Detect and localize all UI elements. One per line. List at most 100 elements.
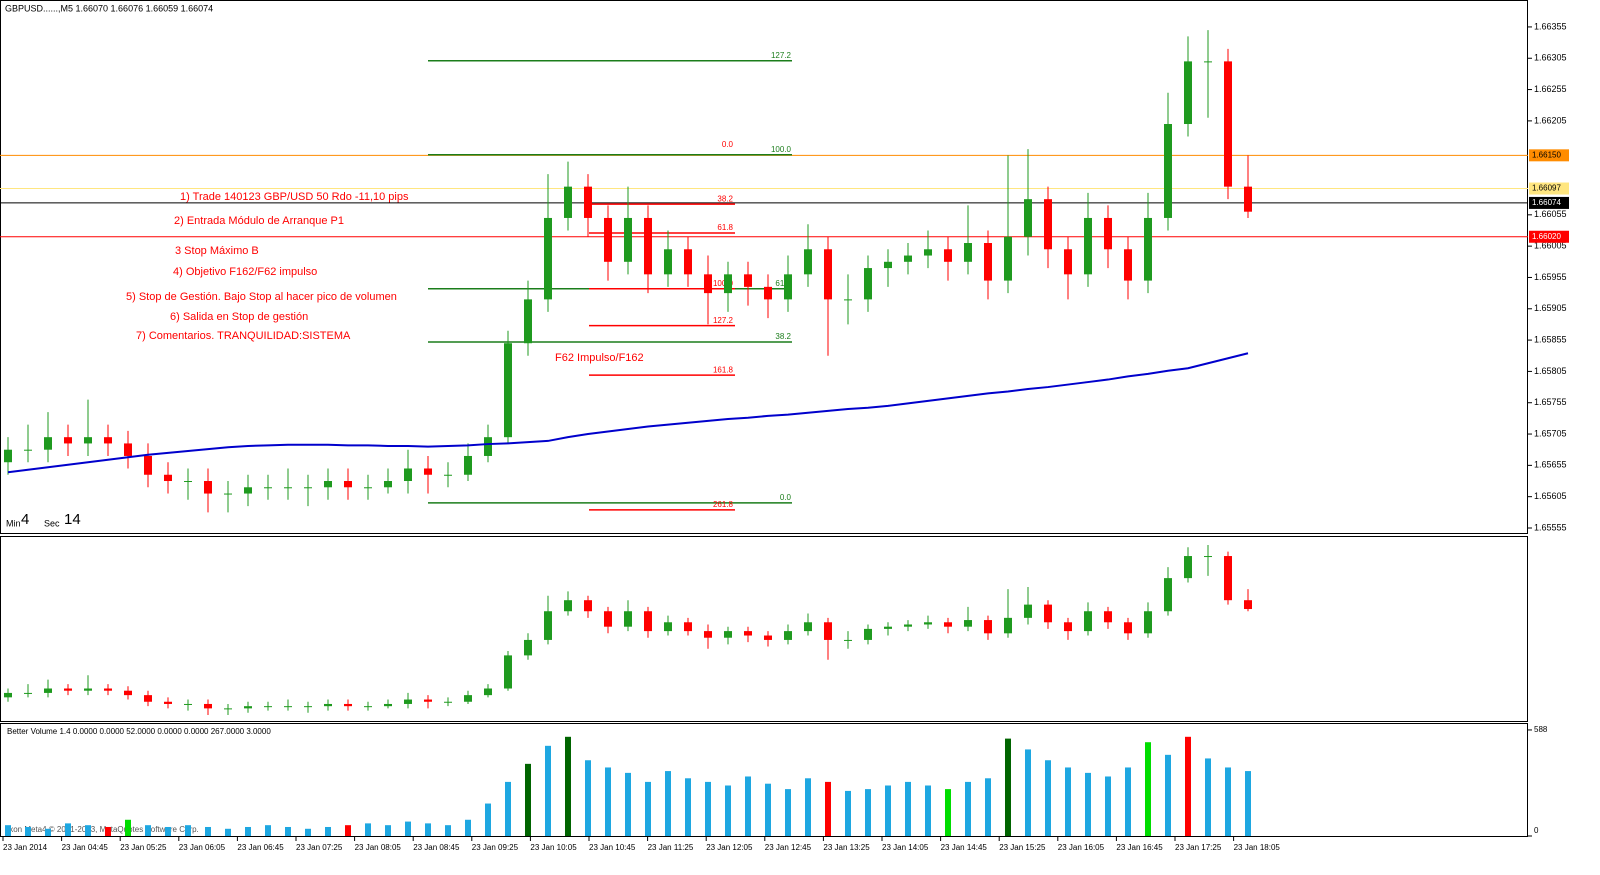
candle-body [644, 611, 652, 632]
candle-body [204, 703, 212, 709]
candle-body [884, 626, 892, 629]
timer-label: Sec [44, 518, 60, 528]
candle-body [1064, 249, 1072, 275]
x-tick-label: 23 Jan 06:45 [237, 843, 284, 852]
candle-body [244, 706, 252, 709]
candle-body [944, 622, 952, 627]
volume-bar [665, 771, 671, 836]
volume-bar [765, 783, 771, 836]
y-tick-label: 1.65955 [1534, 272, 1567, 282]
x-tick-label: 23 Jan 18:05 [1234, 843, 1281, 852]
candle-body [1104, 611, 1112, 623]
volume-bar [365, 823, 371, 836]
candle-body [684, 622, 692, 632]
candle-body [4, 692, 12, 698]
candle-body [204, 481, 212, 494]
candle-body [44, 688, 52, 693]
candle-body [1044, 604, 1052, 623]
volume-bar [645, 781, 651, 836]
volume-bar [205, 826, 211, 836]
y-tick-label: 1.65855 [1534, 334, 1567, 344]
candle-body [964, 243, 972, 262]
candle-body [1124, 622, 1132, 634]
volume-bar [345, 825, 351, 836]
volume-bar [465, 819, 471, 836]
x-tick-label: 23 Jan 15:25 [999, 843, 1046, 852]
candle-body [784, 631, 792, 640]
fib-label: 0.0 [722, 140, 734, 149]
candle-body [444, 474, 452, 476]
candle-body [504, 655, 512, 689]
candle-body [944, 249, 952, 262]
volume-bar [825, 781, 831, 836]
candle-body [304, 706, 312, 708]
candle-body [84, 688, 92, 691]
x-tick-label: 23 Jan 2014 [3, 843, 48, 852]
indicator-title: Better Volume 1.4 0.0000 0.0000 52.0000 … [7, 727, 271, 736]
volume-bar [165, 826, 171, 836]
price-tag [1529, 149, 1569, 162]
candle-body [24, 449, 32, 451]
candle-body [864, 268, 872, 300]
candle-body [344, 703, 352, 707]
volume-bar [745, 776, 751, 836]
fib-label: 38.2 [775, 332, 791, 341]
candle-body [1104, 217, 1112, 250]
candle-body [64, 437, 72, 444]
candle-body [524, 639, 532, 656]
copyright: Ikon Meta4 © 2001-2013, MetaQuotes Softw… [7, 825, 199, 834]
volume-bar [1005, 738, 1011, 836]
volume-bar [905, 781, 911, 836]
volume-bar [805, 778, 811, 836]
x-tick-label: 23 Jan 11:25 [648, 843, 694, 852]
candle-body [364, 706, 372, 708]
candle-body [984, 620, 992, 634]
volume-bar [1085, 772, 1091, 836]
candle-body [1184, 61, 1192, 125]
candle-body [1204, 61, 1212, 63]
candle-body [604, 611, 612, 627]
volume-bar [485, 803, 491, 836]
candle-body [704, 274, 712, 294]
y-tick-label: 1.66255 [1534, 84, 1567, 94]
candle-body [584, 186, 592, 218]
candle-body [304, 487, 312, 489]
candle-body [804, 622, 812, 632]
volume-bar [945, 789, 951, 836]
x-tick-label: 23 Jan 12:05 [706, 843, 753, 852]
price-tag [1529, 230, 1569, 243]
candle-body [804, 249, 812, 275]
candle-body [544, 217, 552, 300]
x-tick-label: 23 Jan 10:45 [589, 843, 636, 852]
volume-bar [65, 823, 71, 836]
volume-bar [565, 736, 571, 836]
candle-body [284, 487, 292, 489]
y-tick-label: 1.66305 [1534, 53, 1567, 63]
candle-body [1224, 61, 1232, 187]
volume-bar [785, 789, 791, 836]
price-tag [1529, 182, 1569, 195]
volume-bar [725, 785, 731, 836]
candle-body [764, 635, 772, 640]
candle-body [924, 249, 932, 256]
annotation: 2) Entrada Módulo de Arranque P1 [174, 215, 344, 227]
fib-label: 127.2 [771, 51, 792, 60]
candle-body [404, 468, 412, 482]
volume-bar [405, 821, 411, 836]
y-tick-label: 1.65805 [1534, 366, 1567, 376]
x-tick-label: 23 Jan 10:05 [530, 843, 577, 852]
x-tick-label: 23 Jan 12:45 [765, 843, 812, 852]
candle-body [724, 274, 732, 294]
volume-bar [1145, 742, 1151, 836]
y-tick-label: 1.66205 [1534, 115, 1567, 125]
candle-body [404, 699, 412, 704]
fib-label: 61.8 [717, 223, 733, 232]
volume-bar [505, 781, 511, 836]
candle-body [144, 455, 152, 475]
candle-body [504, 343, 512, 438]
annotation: 5) Stop de Gestión. Bajo Stop al hacer p… [126, 291, 397, 303]
candle-body [764, 286, 772, 300]
volume-bar [1225, 767, 1231, 836]
volume-bar [425, 823, 431, 836]
candle-body [244, 487, 252, 494]
